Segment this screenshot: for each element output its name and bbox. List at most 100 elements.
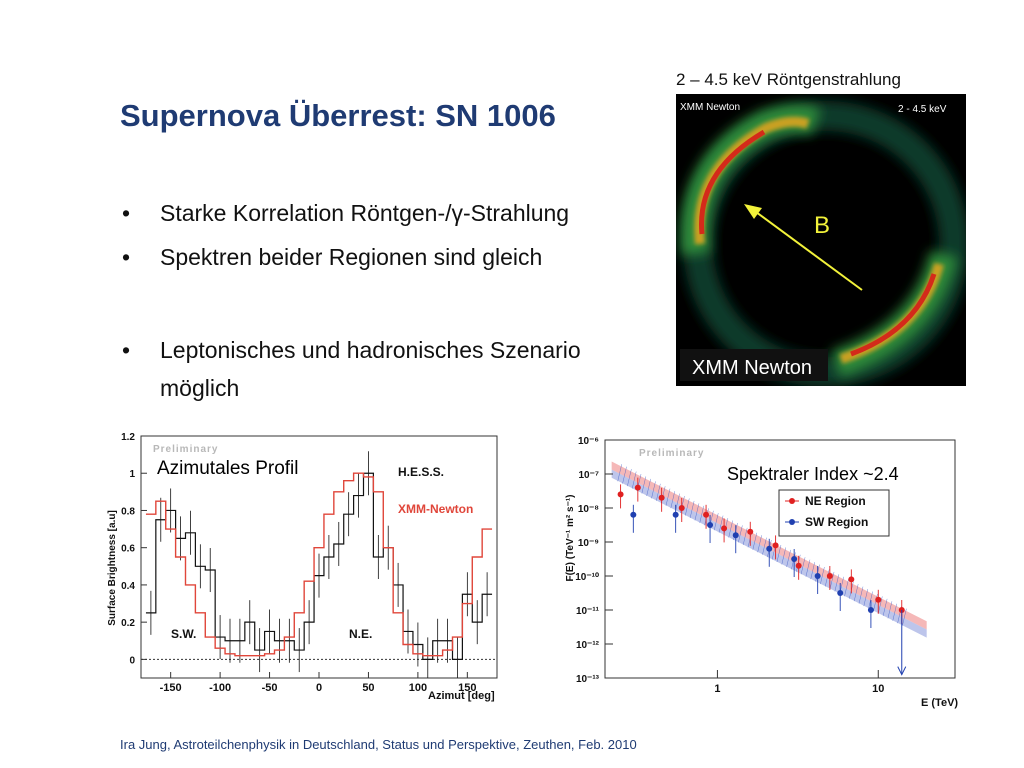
- data-point-ne: [721, 525, 728, 532]
- remnant-shell-nw-hot: [699, 129, 766, 235]
- fit-band-hatch: [728, 520, 733, 538]
- tick-layer: 10⁻⁶ 10⁻⁷ 10⁻⁸ 10⁻⁹ 10⁻¹⁰ 10⁻¹¹ 10⁻¹² 10⁻¹³ 1 10: [575, 436, 884, 695]
- fit-band-hatch: [781, 547, 787, 565]
- region-marker-b: B: [814, 212, 830, 239]
- fit-band-hatch: [718, 515, 724, 533]
- x-tick-label: 50: [362, 682, 374, 694]
- slide-footer: Ira Jung, Astroteilchenphysik in Deutsch…: [120, 737, 637, 752]
- fit-band-hatch: [665, 488, 671, 506]
- series-layer: [145, 451, 493, 678]
- y-tick-label: 10⁻¹⁰: [575, 572, 599, 583]
- fit-band-hatch: [646, 478, 651, 496]
- bullet-text: möglich: [160, 375, 240, 401]
- fit-band-hatch: [670, 491, 676, 509]
- bullet-text: Starke Korrelation Röntgen-/γ-Strahlung: [160, 200, 570, 226]
- y-tick-label: 0: [129, 655, 135, 666]
- data-point-ne: [848, 576, 855, 583]
- data-point-ne: [678, 505, 685, 511]
- fit-band-hatch: [675, 493, 680, 511]
- x-tick-label: 10: [872, 683, 884, 695]
- data-point-ne: [703, 511, 710, 518]
- region-label-ne: N.E.: [349, 627, 372, 641]
- data-point-sw: [732, 532, 739, 539]
- data-point-sw: [707, 522, 714, 528]
- xray-image: XMM Newton 2 - 4.5 keV B XMM Newton: [676, 94, 969, 387]
- x-tick-label: 150: [458, 682, 476, 694]
- x-tick-label: 1: [714, 683, 720, 695]
- data-point-ne: [747, 528, 754, 535]
- watermark-label: Preliminary: [639, 448, 704, 459]
- fit-band-hatch: [641, 476, 647, 494]
- data-point-ne: [617, 491, 624, 498]
- data-point-ne: [772, 542, 779, 549]
- series-line-hess: [145, 472, 493, 660]
- slide-title: Supernova Überrest: SN 1006: [120, 98, 556, 133]
- legend-marker-ne: [789, 498, 795, 504]
- tick-layer: -150 -100 -50 0 50 100 150 0 0.2 0.4 0.6 0.8 1 1.2: [121, 432, 476, 694]
- data-point-sw: [867, 607, 874, 613]
- y-tick-label: 1: [129, 469, 135, 480]
- remnant-shell-se-hot: [850, 273, 937, 357]
- fit-band-hatch: [631, 471, 637, 489]
- fit-band-hatch: [752, 532, 758, 550]
- fit-band-hatch: [810, 562, 815, 580]
- y-tick-label: 0.8: [121, 506, 135, 517]
- data-point-ne: [826, 573, 833, 579]
- x-tick-label: -150: [160, 682, 182, 694]
- overlay-label: Azimutales Profil: [157, 458, 299, 479]
- series-layer: [617, 477, 907, 676]
- y-tick-label: 1.2: [121, 432, 135, 443]
- fit-band-hatch: [858, 586, 864, 604]
- x-tick-label: -100: [209, 682, 231, 694]
- xray-image-caption: 2 – 4.5 keV Röntgenstrahlung: [676, 70, 901, 89]
- data-point-sw: [814, 573, 821, 579]
- data-point-ne: [875, 596, 882, 603]
- x-axis-title: Azimut [deg]: [428, 690, 495, 702]
- fit-band-hatch: [776, 544, 782, 563]
- x-tick-label: -50: [262, 682, 278, 694]
- fit-band-hatch: [800, 557, 806, 575]
- xray-bottom-label-box: [680, 349, 828, 381]
- fit-band-hatch: [844, 579, 849, 597]
- bullet-dot: •: [122, 337, 131, 363]
- watermark-label: Preliminary: [153, 444, 218, 455]
- fit-band-hatch: [887, 601, 893, 619]
- fit-band-hatch: [713, 513, 719, 531]
- bullet-dot: •: [122, 200, 131, 226]
- azimuthal-profile-chart: -150 -100 -50 0 50 100 150 0 0.2 0.4 0.6 0.8 1 1.2 Pr…: [95, 428, 520, 710]
- fit-band-hatch: [820, 566, 825, 585]
- fit-band-hatch: [694, 503, 700, 521]
- overlay-label: Spektraler Index ~2.4: [727, 464, 899, 484]
- fit-band-hatch: [863, 589, 869, 607]
- y-tick-label: 0.2: [121, 618, 135, 629]
- legend-entry-xmm: XMM-Newton: [398, 502, 473, 516]
- bullet-text: Spektren beider Regionen sind gleich: [160, 244, 543, 270]
- fit-band-hatch: [892, 603, 898, 621]
- fit-band-hatch: [853, 584, 859, 602]
- fit-band-hatch: [878, 596, 883, 614]
- legend-box: [778, 489, 890, 537]
- y-axis-title: F(E) (TeV⁻¹ m² s⁻¹): [565, 494, 576, 581]
- fit-band-hatch: [757, 535, 762, 553]
- legend-marker-sw: [789, 519, 795, 525]
- x-axis-title: E (TeV): [921, 697, 958, 709]
- y-tick-label: 10⁻⁸: [578, 504, 599, 515]
- fit-band-hatch: [685, 498, 690, 516]
- arrow-head: [744, 204, 762, 219]
- y-tick-label: 0.4: [121, 581, 135, 592]
- data-point-sw: [630, 511, 637, 518]
- x-tick-label: 0: [316, 682, 322, 694]
- fit-band-hatch: [873, 593, 878, 612]
- fit-band-hatch: [689, 500, 695, 519]
- fit-band-hatch: [882, 598, 888, 616]
- fit-band-hatch: [699, 505, 705, 523]
- legend-label-sw: SW Region: [805, 515, 868, 529]
- data-point-sw: [672, 511, 679, 518]
- y-tick-label: 10⁻¹¹: [576, 606, 600, 617]
- fit-band-hatch: [651, 481, 656, 499]
- fit-band-hatch: [786, 549, 791, 567]
- y-axis-title: Surface Brightness [a.u]: [107, 510, 118, 626]
- data-point-ne: [795, 562, 802, 569]
- fit-band-hatch: [622, 466, 627, 484]
